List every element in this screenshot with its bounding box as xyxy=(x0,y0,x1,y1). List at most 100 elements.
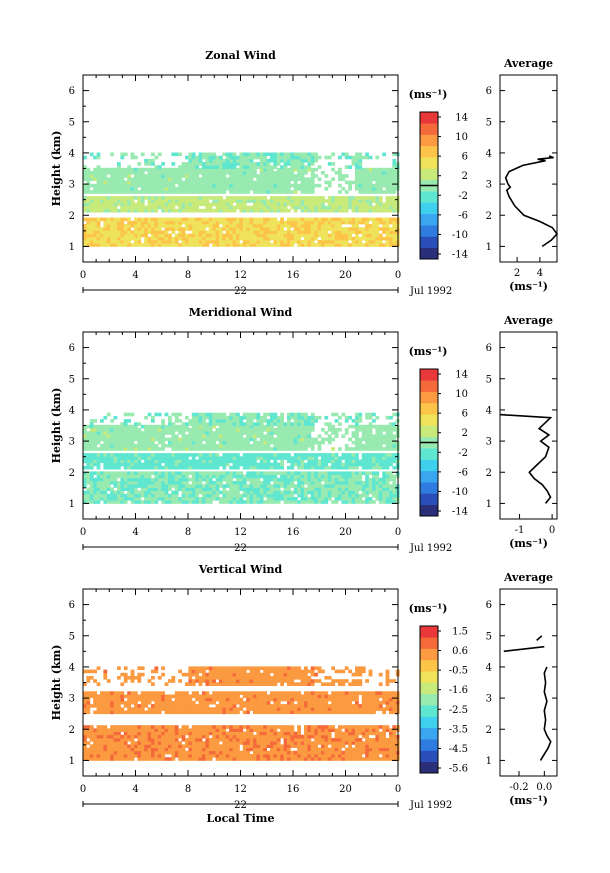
heatmap-cell xyxy=(202,459,206,464)
heatmap-cell xyxy=(259,757,264,761)
heatmap-cell xyxy=(188,167,193,172)
heatmap-cell xyxy=(331,224,335,228)
heatmap-cell xyxy=(185,240,189,244)
heatmap-cell xyxy=(253,152,257,157)
heatmap-cell xyxy=(178,456,182,460)
heatmap-cell xyxy=(283,171,288,175)
heatmap-cell xyxy=(96,152,101,157)
heatmap-cell xyxy=(86,174,91,178)
heatmap-cell xyxy=(344,428,349,432)
heatmap-cell xyxy=(290,462,295,467)
heatmap-cell xyxy=(378,747,383,752)
heatmap-cell xyxy=(348,187,352,191)
heatmap-cell xyxy=(375,227,380,231)
heatmap-cell xyxy=(83,434,87,438)
heatmap-cell xyxy=(100,419,104,423)
heatmap-cell xyxy=(283,424,288,429)
heatmap-cell xyxy=(229,243,233,247)
heatmap-cell xyxy=(246,497,250,501)
heatmap-cell xyxy=(215,747,220,752)
heatmap-cell xyxy=(331,233,335,238)
heatmap-cell xyxy=(198,199,203,203)
heatmap-cell xyxy=(151,437,155,442)
heatmap-cell xyxy=(361,199,366,203)
heatmap-cell xyxy=(283,747,288,752)
heatmap-cell xyxy=(246,747,250,752)
heatmap-cell xyxy=(171,152,176,157)
heatmap-cell xyxy=(290,152,295,157)
heatmap-cell xyxy=(127,183,131,188)
heatmap-cell xyxy=(151,158,155,163)
heatmap-cell xyxy=(304,158,308,163)
heatmap-cell xyxy=(293,471,298,475)
heatmap-cell xyxy=(174,434,179,438)
heatmap-cell xyxy=(239,162,244,166)
heatmap-cell xyxy=(134,155,138,160)
heatmap-cell xyxy=(263,419,267,423)
heatmap-cell xyxy=(205,434,210,438)
heatmap-cell xyxy=(314,167,318,172)
heatmap-cell xyxy=(304,412,308,417)
heatmap-cell xyxy=(246,167,250,172)
heatmap-cell xyxy=(392,187,397,191)
heatmap-cell xyxy=(106,240,111,244)
heatmap-cell xyxy=(236,744,240,748)
colorbar-segment xyxy=(420,482,438,494)
heatmap-cell xyxy=(232,243,237,247)
heatmap-cell xyxy=(222,497,227,501)
heatmap-cell xyxy=(232,419,237,423)
heatmap-cell xyxy=(178,180,182,185)
heatmap-cell xyxy=(222,471,227,475)
heatmap-cell xyxy=(239,227,244,231)
heatmap-cell xyxy=(137,428,142,432)
heatmap-cell xyxy=(144,162,148,166)
heatmap-cell xyxy=(297,487,301,491)
heatmap-cell xyxy=(195,190,199,194)
heatmap-cell xyxy=(270,187,274,191)
heatmap-cell xyxy=(389,456,393,460)
heatmap-cell xyxy=(188,493,193,498)
heatmap-cell xyxy=(103,202,108,207)
heatmap-cell xyxy=(140,183,145,188)
heatmap-cell xyxy=(256,415,261,420)
heatmap-cell xyxy=(307,490,312,495)
heatmap-cell xyxy=(266,440,271,445)
heatmap-cell xyxy=(378,459,383,464)
heatmap-cell xyxy=(372,453,376,457)
heatmap-cell xyxy=(161,202,165,207)
heatmap-cell xyxy=(375,202,380,207)
heatmap-cell xyxy=(225,500,230,504)
heatmap-cell xyxy=(212,177,216,181)
heatmap-cell xyxy=(174,500,179,504)
heatmap-cell xyxy=(310,167,315,172)
heatmap-cell xyxy=(205,493,210,498)
heatmap-cell xyxy=(140,233,145,238)
heatmap-cell xyxy=(130,196,135,200)
heatmap-cell xyxy=(232,493,237,498)
heatmap-cell xyxy=(273,165,278,169)
heatmap-cell xyxy=(287,500,291,504)
heatmap-cell xyxy=(225,453,230,457)
heatmap-cell xyxy=(208,471,213,475)
heatmap-cell xyxy=(372,243,376,247)
heatmap-cell xyxy=(96,174,101,178)
heatmap-cell xyxy=(290,431,295,435)
heatmap-cell xyxy=(358,750,363,755)
heatmap-cell xyxy=(246,424,250,429)
heatmap-cell xyxy=(283,233,288,238)
heatmap-cell xyxy=(83,465,87,470)
heatmap-cell xyxy=(222,224,227,228)
heatmap-cell xyxy=(188,177,193,181)
heatmap-cell xyxy=(280,444,284,448)
heatmap-cell xyxy=(219,412,223,417)
heatmap-cell xyxy=(351,750,356,755)
heatmap-cell xyxy=(164,199,169,203)
heatmap-cell xyxy=(361,217,366,222)
heatmap-cell xyxy=(273,243,278,247)
heatmap-cell xyxy=(123,471,128,475)
heatmap-cell xyxy=(89,152,94,157)
heatmap-cell xyxy=(154,481,159,485)
heatmap-cell xyxy=(164,171,169,175)
heatmap-cell xyxy=(232,167,237,172)
heatmap-cell xyxy=(83,750,87,755)
